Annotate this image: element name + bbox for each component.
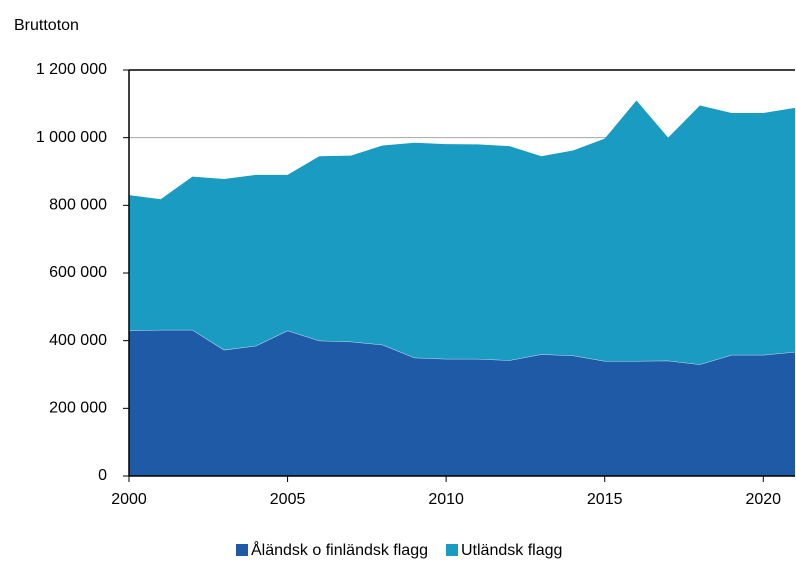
y-tick-label: 200 000 (49, 400, 107, 417)
legend-label: Utländsk flagg (461, 542, 562, 559)
x-tick-label: 2005 (270, 491, 306, 508)
y-tick-label: 400 000 (49, 332, 107, 349)
y-tick-label: 1 200 000 (36, 61, 107, 78)
x-tick-label: 2010 (428, 491, 464, 508)
legend-swatch (236, 544, 248, 556)
x-tick-label: 2020 (745, 491, 781, 508)
x-tick-label: 2015 (587, 491, 623, 508)
area (129, 100, 795, 365)
x-tick-label: 2000 (111, 491, 147, 508)
y-axis-label: Bruttoton (14, 17, 79, 34)
legend-swatch (446, 544, 458, 556)
y-tick-label: 0 (98, 467, 107, 484)
area (129, 329, 795, 476)
y-tick-label: 800 000 (49, 197, 107, 214)
y-tick-label: 600 000 (49, 264, 107, 281)
legend-label: Åländsk o finländsk flagg (251, 540, 428, 559)
y-tick-label: 1 000 000 (36, 129, 107, 146)
